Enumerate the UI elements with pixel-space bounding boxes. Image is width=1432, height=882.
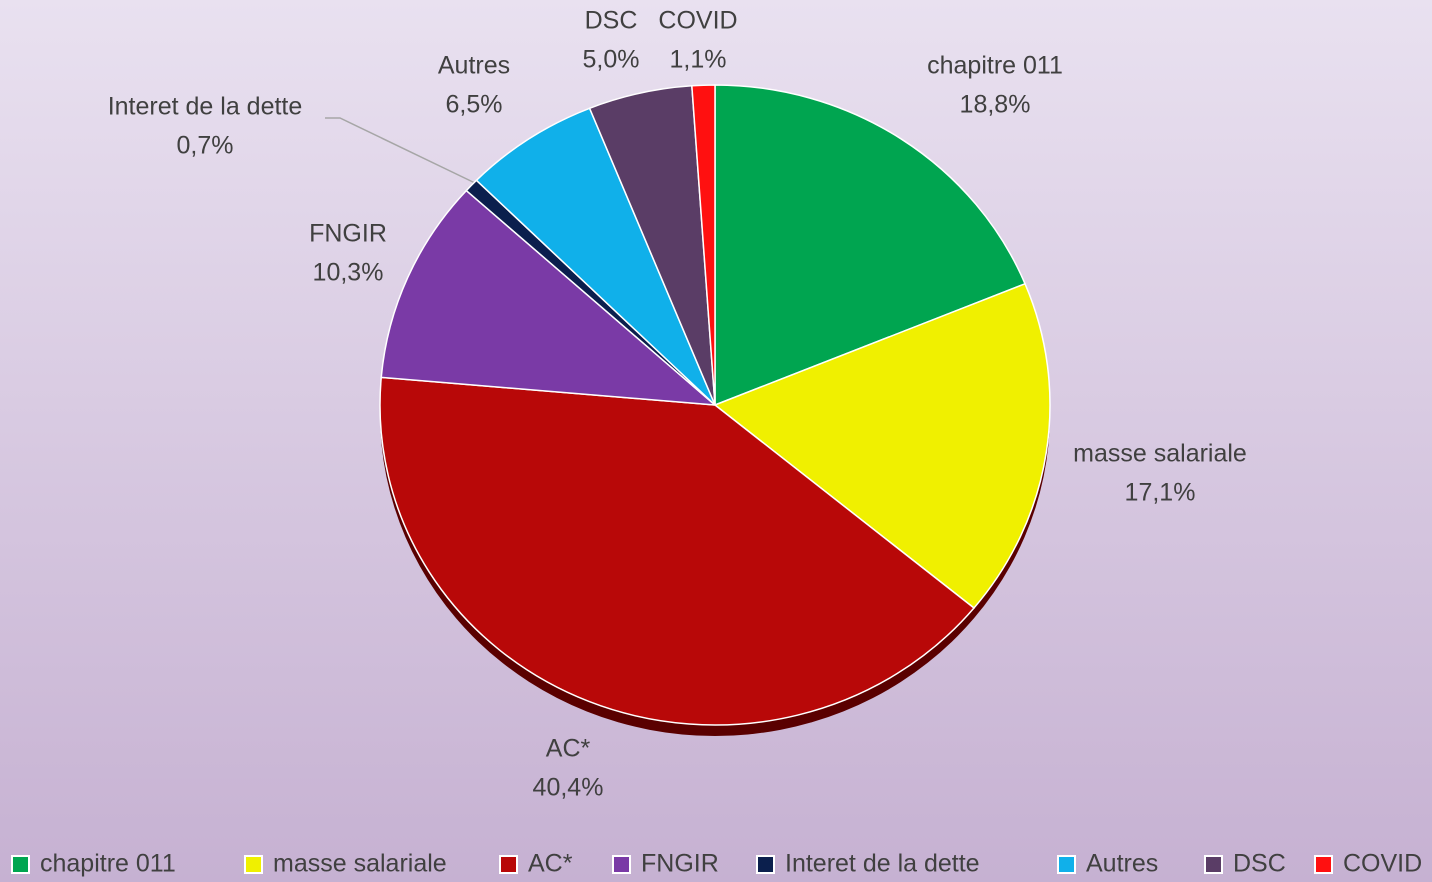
legend-swatch [499,855,518,874]
data-label-value: 10,3% [313,259,384,287]
legend-swatch [244,855,263,874]
legend-swatch [612,855,631,874]
legend-swatch [1057,855,1076,874]
legend-swatch [1314,855,1333,874]
legend-label: AC* [528,850,573,878]
data-label-name: DSC [585,7,638,35]
legend-swatch [756,855,775,874]
data-label-name: Interet de la dette [108,93,303,121]
data-label-value: 1,1% [670,46,727,74]
legend-label: COVID [1343,850,1422,878]
data-label-value: 18,8% [960,91,1031,119]
legend-label: Interet de la dette [785,850,980,878]
pie-slice [379,376,976,726]
pie-slice [714,84,1027,407]
legend-label: chapitre 011 [40,850,176,878]
legend-label: DSC [1233,850,1286,878]
data-label-name: chapitre 011 [927,52,1063,80]
legend-label: masse salariale [273,850,447,878]
data-label-value: 40,4% [533,774,604,802]
data-label-value: 17,1% [1125,479,1196,507]
legend-label: FNGIR [641,850,719,878]
pie-slice [713,282,1051,610]
pie-slice [691,84,716,406]
data-label-name: AC* [546,735,591,763]
data-label-name: COVID [658,7,737,35]
data-label-name: FNGIR [309,220,387,248]
data-label-name: Autres [438,52,510,80]
legend-swatch [11,855,30,874]
legend-label: Autres [1086,850,1158,878]
data-label-value: 5,0% [583,46,640,74]
pie-slice [380,189,718,406]
data-label-value: 6,5% [446,91,503,119]
data-label-name: masse salariale [1073,440,1247,468]
pie-slice [475,107,716,406]
leader-line [325,117,476,184]
legend-swatch [1204,855,1223,874]
data-label-value: 0,7% [177,132,234,160]
